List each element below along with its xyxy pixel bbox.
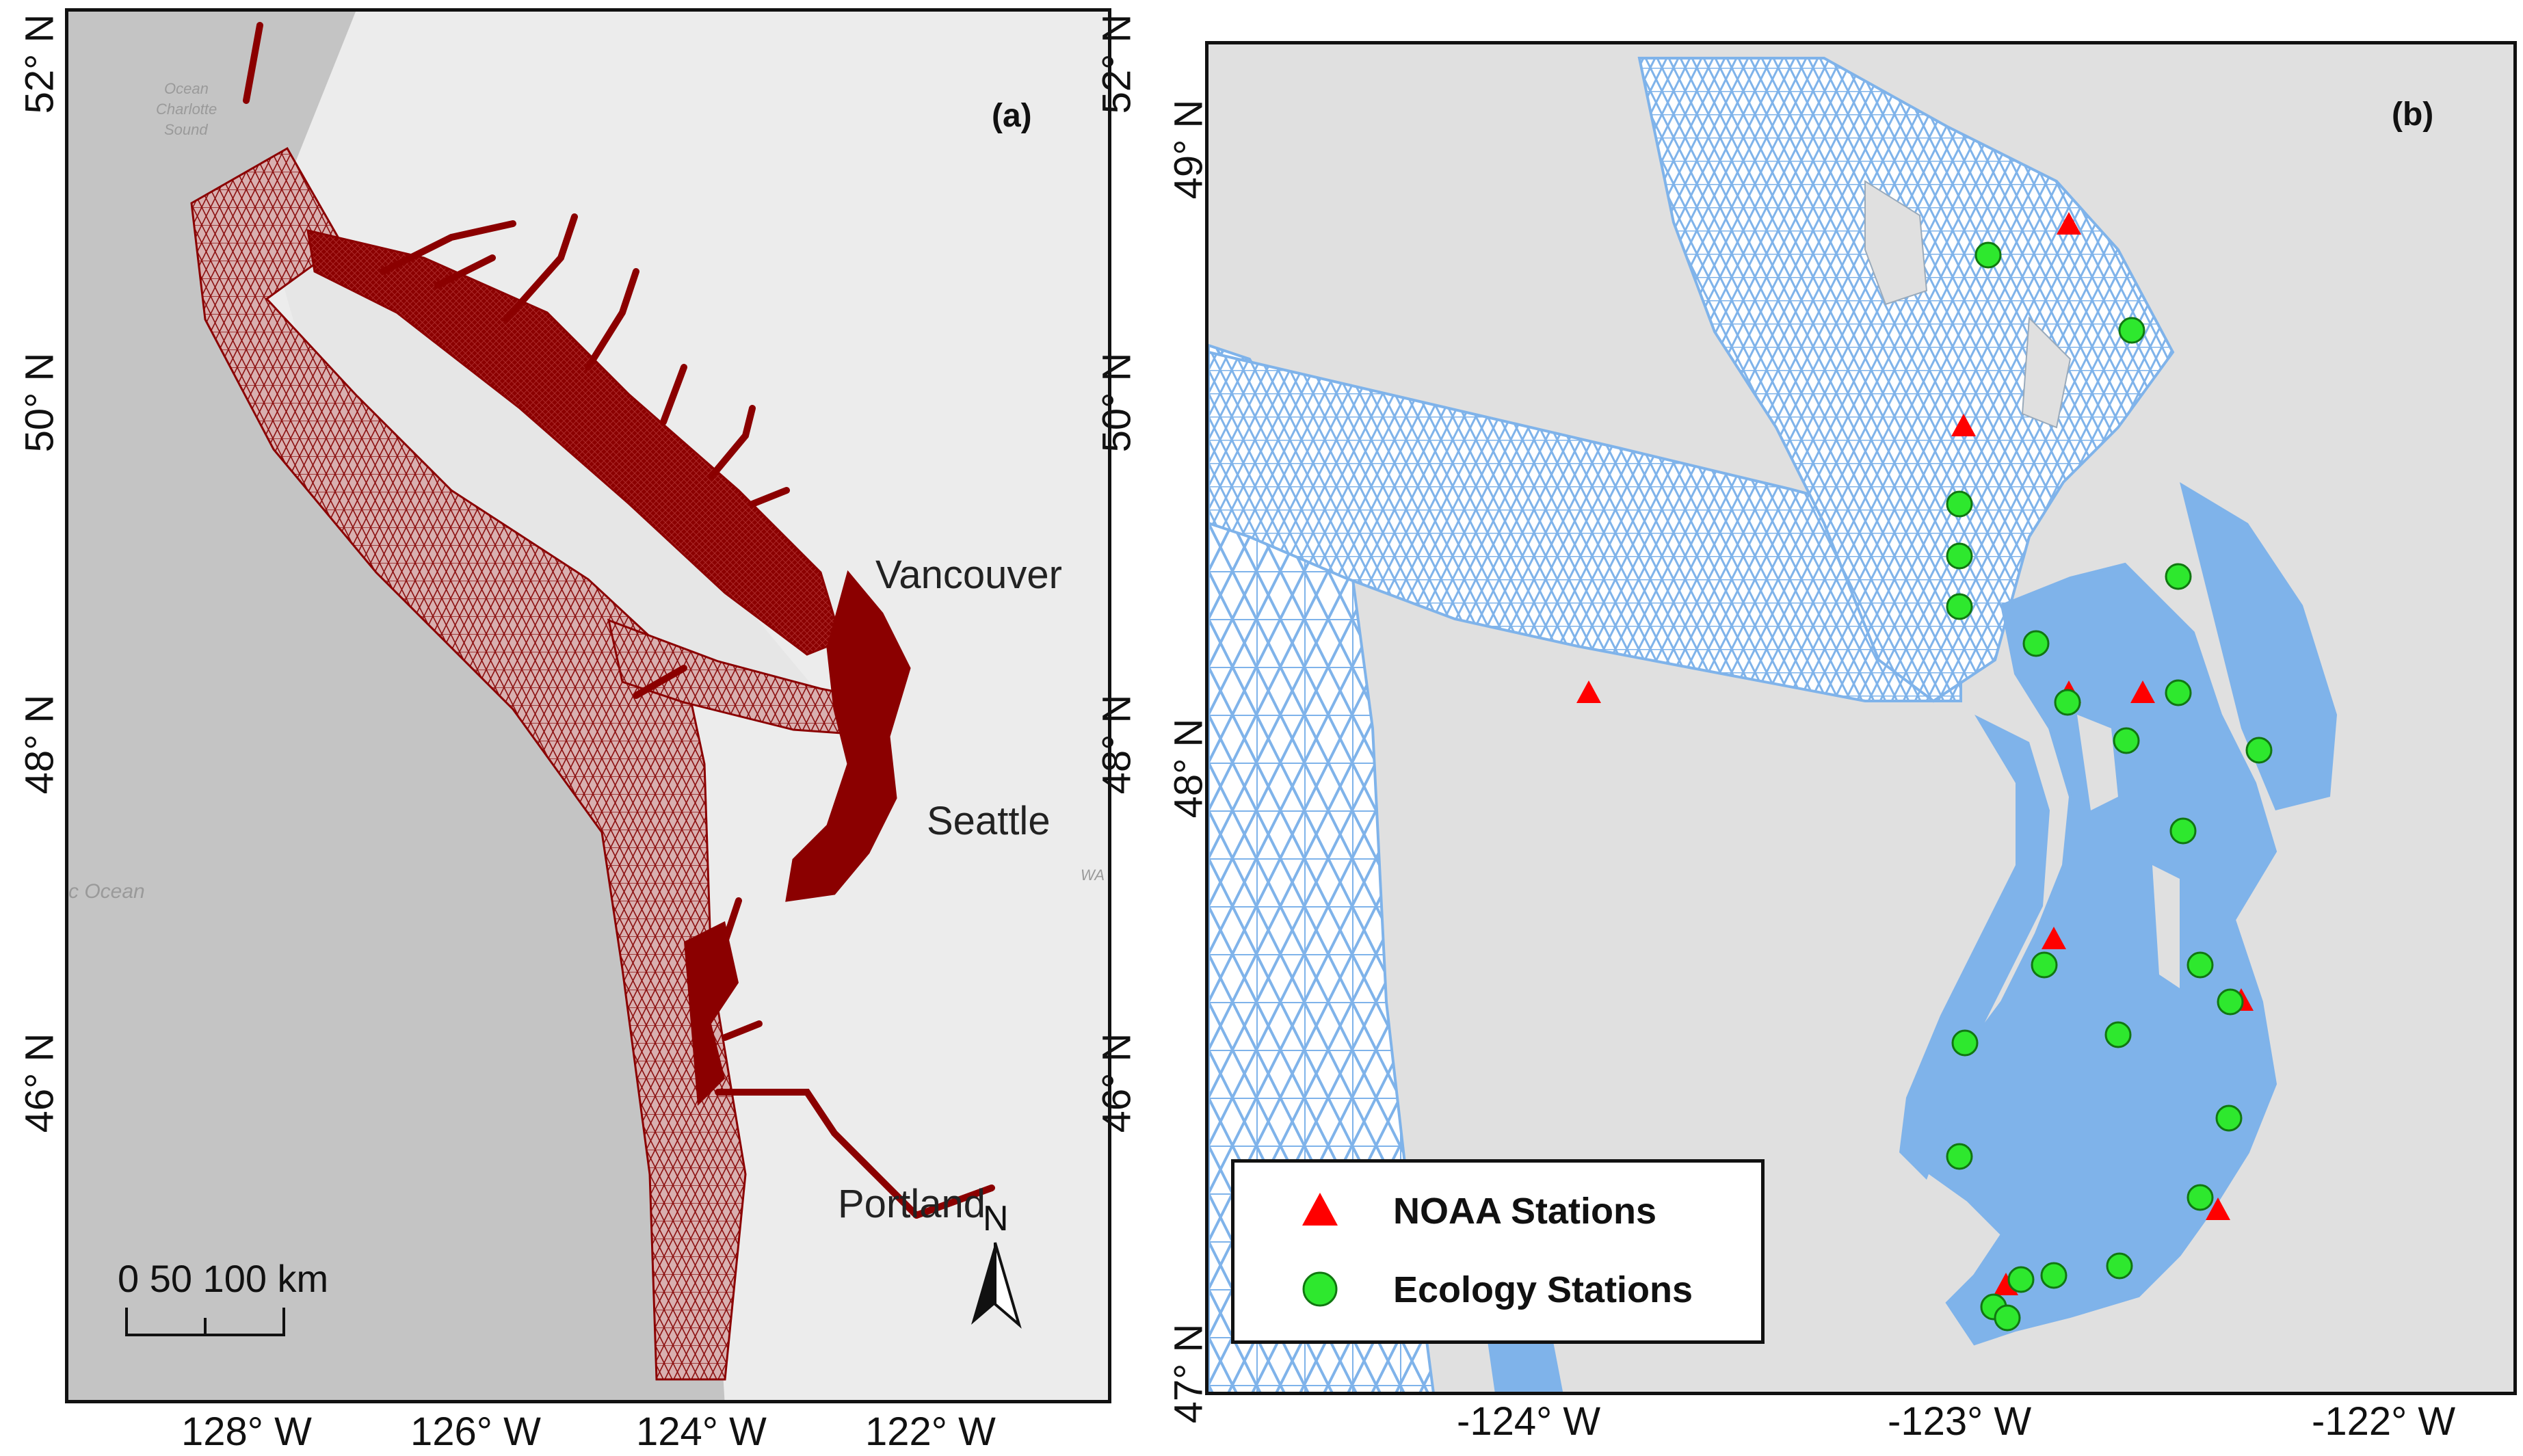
ecology-station: [1974, 241, 2002, 269]
juan-de-fuca-mesh-b: [1208, 350, 1962, 702]
north-label: N: [983, 1199, 1009, 1239]
scale-bar-label: 0 50 100 km: [118, 1257, 329, 1300]
lat-label-48: 48° N: [17, 694, 62, 795]
lat-label-49: 49° N: [1166, 99, 1211, 200]
panel-b-label: (b): [2392, 96, 2434, 133]
basemap-label-charlotte: Charlotte: [156, 101, 217, 118]
ecology-station: [1994, 1304, 2021, 1332]
legend-label-noaa: NOAA Stations: [1393, 1191, 1657, 1232]
stations-layer-b: [1576, 212, 2273, 1332]
noaa-station: [1576, 680, 1601, 703]
lat-label-50: 50° N: [17, 352, 62, 453]
basemap-label-ocean: Ocean: [164, 80, 209, 97]
lon-label-126: 126° W: [410, 1409, 541, 1454]
lat-label-52-right: 52° N: [1094, 14, 1139, 114]
lon-label-123-b: -123° W: [1888, 1399, 2032, 1444]
noaa-station: [2130, 680, 2155, 703]
ecology-station: [2054, 689, 2081, 716]
ecology-station: [1951, 1029, 1979, 1057]
city-portland: Portland: [838, 1182, 986, 1226]
lon-label-124: 124° W: [636, 1409, 767, 1454]
triangle-icon: [1302, 1193, 1338, 1226]
lat-label-48-right: 48° N: [1094, 694, 1139, 795]
island-1-b: [1864, 180, 1928, 306]
ecology-station: [2165, 563, 2192, 590]
island-2-b: [2021, 316, 2072, 429]
ecology-station: [2169, 817, 2197, 845]
noaa-stations: [1576, 212, 2254, 1295]
ecology-station: [2104, 1021, 2132, 1048]
north-arrow-icon: [971, 1242, 1022, 1329]
ecology-station: [2113, 727, 2140, 754]
strait-georgia-mesh-a: [306, 229, 843, 656]
legend-row-ecology: Ecology Stations: [1234, 1255, 1761, 1323]
map-a-canvas: [68, 12, 1022, 1400]
ecology-station: [1946, 542, 1973, 570]
noaa-station: [1994, 1273, 2018, 1295]
map-panel-a: (a) Ocean Charlotte Sound c Ocean WA Van…: [65, 8, 1111, 1403]
legend-label-ecology: Ecology Stations: [1393, 1269, 1693, 1310]
fjords-a: [243, 22, 995, 1219]
lat-label-52: 52° N: [17, 14, 62, 114]
ecology-station: [2217, 988, 2244, 1016]
lat-label-47: 47° N: [1166, 1323, 1211, 1424]
vancouver-island-a: [274, 251, 821, 696]
columbia-estuary-a: [684, 921, 739, 1106]
ecology-station: [1946, 1143, 1973, 1170]
noaa-station: [1951, 414, 1976, 436]
city-seattle: Seattle: [927, 799, 1051, 843]
island-4-b: [2152, 865, 2180, 988]
ecology-station: [2187, 1184, 2214, 1211]
whidbey-water-b: [2180, 482, 2337, 810]
basemap-label-wa: WA: [1081, 866, 1105, 884]
ecology-station: [2007, 1266, 2035, 1293]
hood-canal-water-b: [1899, 715, 2050, 1180]
ecology-station: [2031, 951, 2058, 979]
island-3-b: [2077, 715, 2118, 810]
lat-label-46: 46° N: [17, 1033, 62, 1133]
noaa-station: [2206, 1197, 2230, 1220]
ecology-station: [2165, 679, 2192, 706]
scale-bar-icon: [125, 1308, 285, 1336]
ecology-station: [2245, 737, 2273, 764]
lon-label-124-b: -124° W: [1457, 1399, 1601, 1444]
ecology-station: [1946, 490, 1973, 518]
lat-label-50-right: 50° N: [1094, 352, 1139, 453]
puget-sound-mesh-a: [785, 570, 911, 902]
ecology-station: [2215, 1104, 2243, 1132]
ecology-station: [2118, 317, 2145, 344]
lon-label-122: 122° W: [865, 1409, 996, 1454]
shelf-mesh-a: [190, 146, 747, 1381]
panel-a-label: (a): [992, 98, 1032, 134]
puget-sound-water-b: [1918, 562, 2277, 1346]
legend: NOAA Stations Ecology Stations: [1231, 1159, 1765, 1344]
ecology-station: [2187, 951, 2214, 979]
lon-label-128: 128° W: [181, 1409, 312, 1454]
ecology-station: [1946, 593, 1973, 620]
ecology-station: [2040, 1262, 2068, 1289]
basemap-label-sound: Sound: [164, 121, 208, 138]
noaa-station: [2057, 212, 2081, 235]
lat-label-48-b: 48° N: [1166, 718, 1211, 819]
map-b-canvas: [1208, 57, 2337, 1392]
san-juan-mesh-b: [1637, 57, 2175, 703]
city-vancouver: Vancouver: [875, 553, 1062, 597]
circle-icon: [1302, 1271, 1338, 1307]
basemap-label-pacific: c Ocean: [68, 880, 145, 903]
ecology-station: [2106, 1252, 2133, 1280]
ecology-station: [2022, 630, 2050, 657]
legend-row-noaa: NOAA Stations: [1234, 1176, 1761, 1245]
lon-label-122-b: -122° W: [2312, 1399, 2456, 1444]
ecology-stations: [1946, 241, 2273, 1332]
noaa-station: [2042, 927, 2066, 949]
lat-label-46-right: 46° N: [1094, 1033, 1139, 1133]
